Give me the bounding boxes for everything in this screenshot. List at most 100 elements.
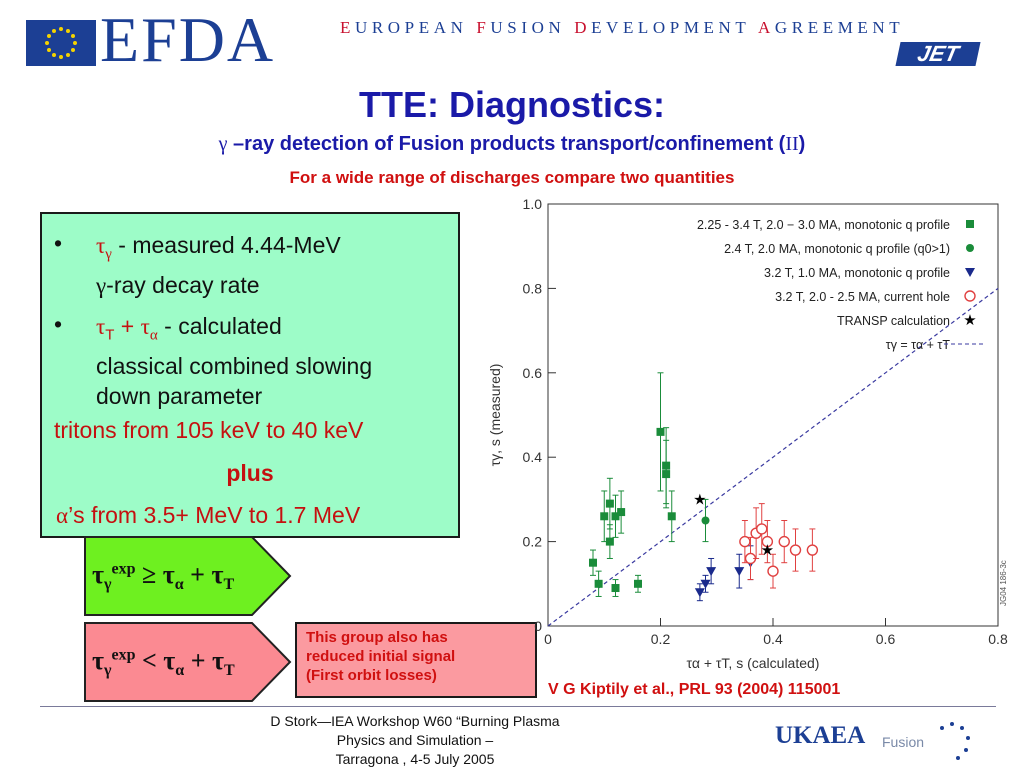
item-text: -ray decay rate <box>106 271 260 298</box>
gamma-symbol: γ <box>96 272 107 298</box>
data-point-star: ★ <box>963 312 976 329</box>
relation-greater-equal: τγexp ≥ τα + τT <box>92 560 234 594</box>
page-subtitle: γ –ray detection of Fusion products tran… <box>0 133 1024 156</box>
tagline-initial: A <box>758 18 775 37</box>
tau-symbol: τ <box>92 560 104 589</box>
tritons-text: tritons from 105 keV to 40 keV <box>54 417 364 443</box>
data-point-square <box>589 558 597 567</box>
diagonal-line <box>547 287 999 627</box>
bullet: • <box>54 311 63 337</box>
footer-line-1: D Stork—IEA Workshop W60 “Burning Plasma… <box>270 713 560 748</box>
bullet-item-measured: τγ - measured 4.44-MeV γ-ray decay rate <box>96 230 341 301</box>
y-tick-label: 0 <box>534 618 542 634</box>
data-point-triangle <box>694 588 705 598</box>
plus-sign: + <box>114 313 141 339</box>
note-line: This group also has <box>306 629 448 646</box>
x-tick-label: 0.6 <box>876 631 896 647</box>
tagline-initial: D <box>574 18 592 37</box>
pink-arrow-shape <box>84 622 292 702</box>
note-line: (First orbit losses) <box>306 667 437 684</box>
t-subscript: T <box>223 576 235 594</box>
chart: 0 0.2 0.4 0.6 0.8 0 0.2 0.4 0.6 0.8 1.0 τα + τT, s … <box>470 194 1010 678</box>
x-tick-label: 0 <box>544 631 552 647</box>
t-subscript: T <box>105 326 115 344</box>
alpha-symbol: α <box>56 503 69 528</box>
tagline-word: EVELOPMENT <box>591 18 759 37</box>
tagline-initial: F <box>476 18 491 37</box>
data-point-square <box>600 512 609 521</box>
info-box: • τγ - measured 4.44-MeV γ-ray decay rat… <box>40 212 460 538</box>
exp-superscript: exp <box>111 646 136 664</box>
tau-symbol: τ <box>163 646 176 675</box>
data-point-square <box>617 508 626 517</box>
data-point-triangle <box>965 268 975 277</box>
plus-text: plus <box>226 460 274 486</box>
ukaea-stars-icon <box>940 722 970 760</box>
item-text: classical combined slowing <box>96 352 373 379</box>
data-point-open-circle <box>767 565 779 577</box>
bullet: • <box>54 230 63 256</box>
scatter-chart: 0 0.2 0.4 0.6 0.8 0 0.2 0.4 0.6 0.8 1.0 τα + τT, s … <box>487 196 1008 671</box>
data-point-open-circle <box>778 535 790 548</box>
tau-symbol: τ <box>96 314 106 339</box>
tau-symbol: τ <box>212 646 225 675</box>
alphas-range: ’s from 3.5+ MeV to 1.7 MeV <box>68 502 361 528</box>
alpha-subscript: α <box>174 576 184 594</box>
tau-symbol: τ <box>96 233 106 258</box>
legend-label: 2.4 T, 2.0 MA, monotonic q profile (q0>1… <box>724 242 950 256</box>
data-point-square <box>634 579 642 588</box>
item-text: - measured 4.44-MeV <box>111 232 341 258</box>
relation-operator: < <box>135 646 164 675</box>
roman-numeral: II <box>785 133 799 155</box>
tau-symbol: τ <box>92 646 104 675</box>
footer-divider <box>40 706 996 707</box>
tagline-word: GREEMENT <box>774 18 905 37</box>
page-title: TTE: Diagnostics: <box>358 84 666 125</box>
legend-label: 3.2 T, 2.0 - 2.5 MA, current hole <box>775 290 950 304</box>
comparison-heading: For a wide range of discharges compare t… <box>289 168 735 187</box>
green-arrow-shape <box>84 536 292 616</box>
data-point-triangle <box>734 567 745 577</box>
jet-logo: JET <box>895 41 981 66</box>
item-text: down parameter <box>96 382 263 409</box>
bullet-item-calculated: τT + τα - calculated classical combined … <box>96 311 372 411</box>
eu-flag-logo <box>26 20 96 66</box>
y-tick-label: 0.8 <box>523 280 543 296</box>
legend-label: 3.2 T, 1.0 MA, monotonic q profile <box>764 266 950 280</box>
data-point-square <box>605 499 614 508</box>
data-point-open-circle <box>761 535 774 548</box>
tau-symbol: τ <box>162 560 175 589</box>
tagline-word: UROPEAN <box>354 18 477 37</box>
x-tick-label: 0.4 <box>763 631 783 647</box>
eu-stars-icon <box>45 27 77 59</box>
legend-label: TRANSP calculation <box>837 314 950 328</box>
note-box: This group also has reduced initial sign… <box>295 622 537 698</box>
ukaea-fusion-logo: Fusion <box>882 734 925 750</box>
legend-label: τγ = τα + τT <box>886 338 951 352</box>
data-point-triangle <box>700 579 711 589</box>
y-tick-label: 0.6 <box>523 365 543 381</box>
alpha-subscript: α <box>149 327 158 344</box>
ukaea-logo: UKAEA <box>775 722 866 749</box>
tagline-word: USION <box>490 18 575 37</box>
data-point-star: ★ <box>761 542 774 559</box>
subtitle-text: –ray detection of Fusion products transp… <box>227 133 786 155</box>
efda-tagline: EUROPEAN FUSION DEVELOPMENT AGREEMENT <box>340 18 904 38</box>
data-point-square <box>966 220 974 228</box>
data-point-square <box>662 470 671 479</box>
alphas-text: α’s from 3.5+ MeV to 1.7 MeV <box>56 502 360 529</box>
y-tick-label: 0.4 <box>523 449 543 465</box>
x-tick-label: 0.8 <box>988 631 1008 647</box>
data-point-open-circle <box>739 535 751 548</box>
data-point-open-circle <box>756 523 768 535</box>
note-line: reduced initial signal <box>306 648 456 665</box>
plus-sign: + <box>184 646 213 675</box>
data-point-square <box>594 579 603 588</box>
citation: V G Kiptily et al., PRL 93 (2004) 115001 <box>548 681 841 698</box>
data-point-circle <box>966 244 974 252</box>
plus-sign: + <box>183 560 212 589</box>
data-point-star: ★ <box>693 491 706 508</box>
tau-symbol: τ <box>211 560 224 589</box>
y-tick-label: 1.0 <box>523 196 543 212</box>
data-point-triangle <box>706 567 717 577</box>
